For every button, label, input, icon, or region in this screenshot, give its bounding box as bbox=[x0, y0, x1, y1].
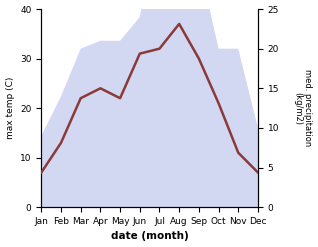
Y-axis label: med. precipitation
(kg/m2): med. precipitation (kg/m2) bbox=[293, 69, 313, 147]
Y-axis label: max temp (C): max temp (C) bbox=[5, 77, 15, 139]
X-axis label: date (month): date (month) bbox=[111, 231, 189, 242]
